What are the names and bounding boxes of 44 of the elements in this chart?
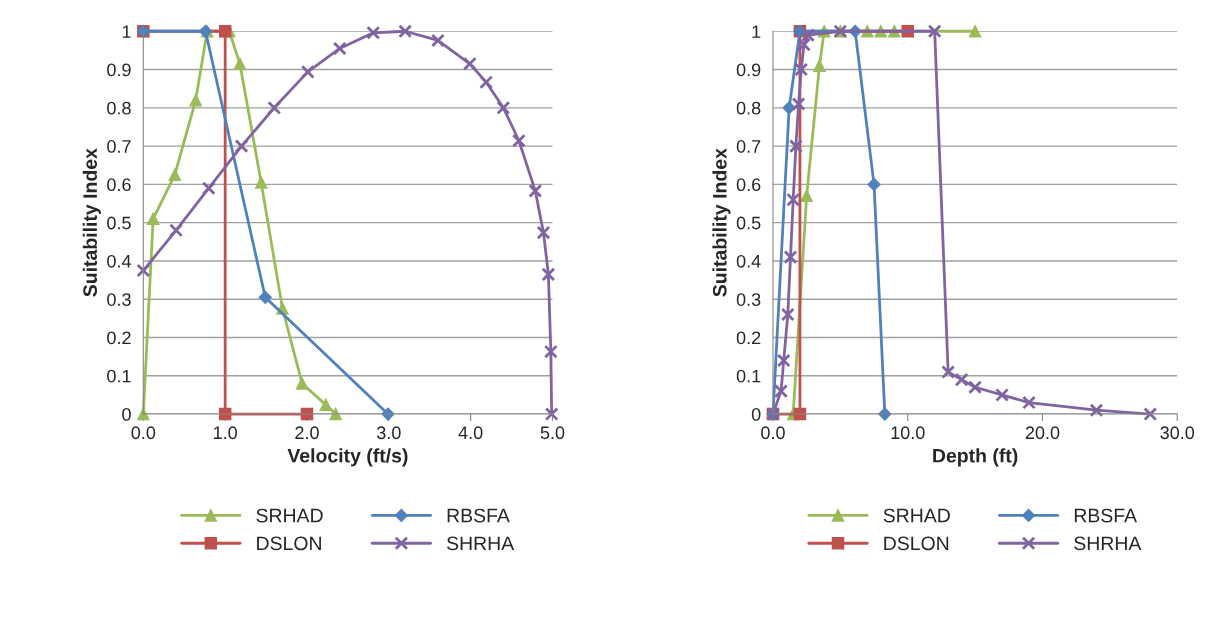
- x-tick-label: 1.0: [213, 426, 237, 440]
- legend-label: RBSFA: [447, 508, 510, 523]
- legend-label: RBSFA: [1074, 508, 1138, 523]
- y-tick-label: 0.7: [736, 140, 761, 153]
- legend-label: SHRHA: [446, 536, 515, 551]
- y-tick-label: 1: [122, 25, 131, 38]
- legend-label: DSLON: [257, 536, 321, 551]
- y-axis-title: Suitability Index: [712, 148, 731, 297]
- x-tick-label: 30.0: [1160, 426, 1195, 440]
- x-axis-title: Depth (ft): [933, 448, 1018, 467]
- y-tick-label: 0.7: [107, 140, 131, 153]
- x-tick-label: 2.0: [295, 426, 319, 440]
- y-tick-label: 0: [751, 408, 761, 421]
- y-tick-label: 0.2: [736, 331, 761, 345]
- y-axis-title: Suitability Index: [82, 148, 101, 297]
- y-tick-label: 0.2: [107, 331, 131, 345]
- y-tick-label: 0.3: [107, 293, 131, 306]
- x-tick-label: 0.0: [131, 426, 156, 440]
- y-tick-label: 0.5: [107, 216, 131, 230]
- x-tick-label: 3.0: [376, 426, 401, 440]
- x-tick-label: 4.0: [458, 426, 483, 440]
- x-tick-label: 10.0: [891, 426, 925, 440]
- y-tick-label: 0.9: [107, 63, 131, 77]
- y-tick-label: 0.1: [736, 369, 761, 383]
- y-tick-label: 0: [122, 408, 131, 421]
- y-tick-label: 1: [752, 25, 761, 38]
- legend-label: SHRHA: [1074, 536, 1142, 551]
- x-tick-label: 20.0: [1025, 426, 1060, 440]
- y-tick-label: 0.3: [736, 293, 761, 306]
- y-tick-label: 0.8: [107, 101, 131, 115]
- y-tick-label: 0.4: [107, 254, 131, 268]
- y-tick-label: 0.5: [736, 216, 761, 230]
- y-tick-label: 0.6: [736, 178, 761, 192]
- x-tick-label: 5.0: [540, 426, 565, 440]
- y-tick-label: 0.8: [736, 101, 761, 115]
- x-tick-label: 0.0: [761, 426, 785, 440]
- y-tick-label: 0.9: [736, 63, 761, 77]
- legend-label: DSLON: [884, 536, 949, 551]
- legend-label: SRHAD: [256, 508, 323, 523]
- y-tick-label: 0.6: [107, 178, 131, 192]
- y-tick-label: 0.1: [107, 369, 131, 383]
- y-tick-label: 0.4: [736, 254, 761, 268]
- legend-label: SRHAD: [883, 508, 950, 523]
- x-axis-title: Velocity (ft/s): [287, 448, 408, 467]
